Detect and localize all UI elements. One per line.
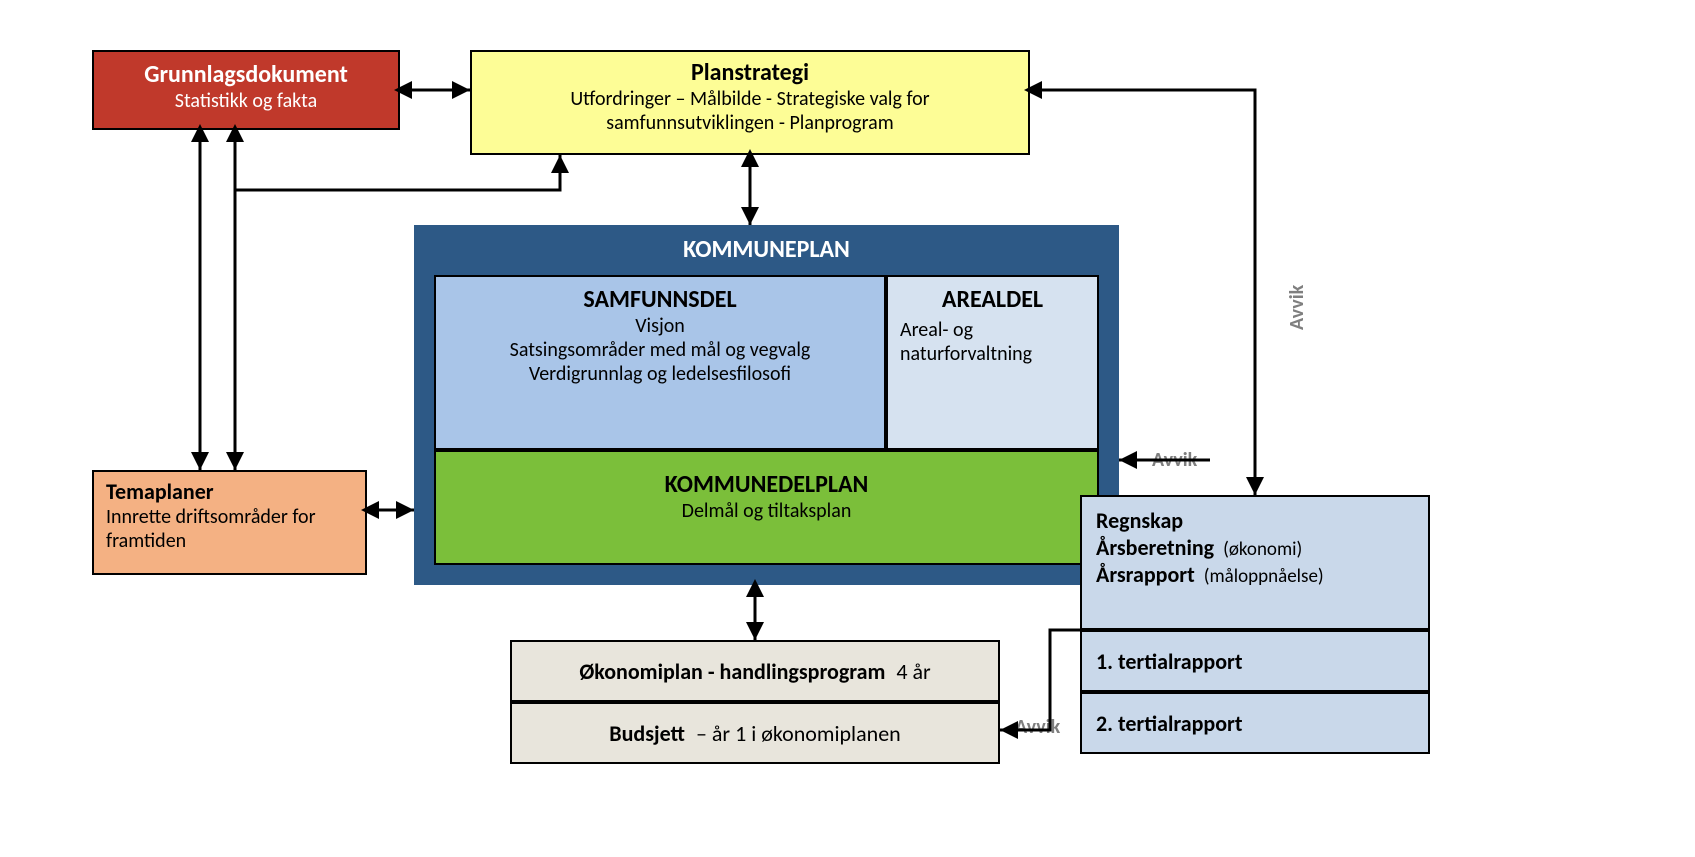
planstrategi-box: Planstrategi Utfordringer – Målbilde - S… [470, 50, 1030, 155]
okonomiplan-box: Økonomiplan - handlingsprogram 4 år [510, 640, 1000, 702]
regnskap-line2-paren: (økonomi) [1223, 538, 1302, 561]
kommuneplan-title: KOMMUNEPLAN [414, 225, 1119, 264]
tertial1-box: 1. tertialrapport [1080, 630, 1430, 692]
kommunedelplan-box: KOMMUNEDELPLAN Delmål og tiltaksplan [434, 450, 1099, 565]
avvik-label-1: Avvik [1152, 448, 1197, 472]
avvik-label-2: Avvik [1015, 715, 1060, 739]
okonomiplan-extra: 4 år [896, 658, 930, 685]
arealdel-line1: Areal- og naturforvaltning [900, 318, 1085, 366]
tertial2-box: 2. tertialrapport [1080, 692, 1430, 754]
regnskap-line1: Regnskap [1096, 507, 1183, 534]
samfunnsdel-line2: Satsingsområder med mål og vegvalg [436, 338, 884, 362]
samfunnsdel-line1: Visjon [436, 314, 884, 338]
tertial2-label: 2. tertialrapport [1096, 710, 1242, 737]
budsjett-extra: – år 1 i økonomiplanen [696, 720, 901, 747]
samfunnsdel-title: SAMFUNNSDEL [436, 285, 884, 314]
regnskap-line2: Årsberetning [1096, 534, 1214, 561]
samfunnsdel-box: SAMFUNNSDEL Visjon Satsingsområder med m… [434, 275, 886, 450]
kommunedelplan-title: KOMMUNEDELPLAN [436, 470, 1097, 499]
planstrategi-subtitle: Utfordringer – Målbilde - Strategiske va… [472, 87, 1028, 135]
avvik-label-3: Avvik [1285, 285, 1309, 330]
regnskap-line3: Årsrapport [1096, 561, 1195, 588]
grunnlag-box: Grunnlagsdokument Statistikk og fakta [92, 50, 400, 130]
temaplaner-line1: Innrette driftsområder for framtiden [106, 505, 353, 553]
kommunedelplan-subtitle: Delmål og tiltaksplan [436, 499, 1097, 523]
planstrategi-title: Planstrategi [472, 58, 1028, 87]
tertial1-label: 1. tertialrapport [1096, 648, 1242, 675]
grunnlag-subtitle: Statistikk og fakta [94, 89, 398, 113]
temaplaner-title: Temaplaner [106, 478, 353, 505]
arealdel-box: AREALDEL Areal- og naturforvaltning [886, 275, 1099, 450]
okonomiplan-bold: Økonomiplan - handlingsprogram [579, 658, 885, 685]
arealdel-title: AREALDEL [900, 285, 1085, 314]
regnskap-line3-paren: (måloppnåelse) [1204, 565, 1324, 588]
regnskap-box: Regnskap Årsberetning (økonomi) Årsrappo… [1080, 495, 1430, 630]
budsjett-bold: Budsjett [609, 720, 685, 747]
budsjett-box: Budsjett – år 1 i økonomiplanen [510, 702, 1000, 764]
samfunnsdel-line3: Verdigrunnlag og ledelsesfilosofi [436, 362, 884, 386]
grunnlag-title: Grunnlagsdokument [94, 60, 398, 89]
temaplaner-box: Temaplaner Innrette driftsområder for fr… [92, 470, 367, 575]
